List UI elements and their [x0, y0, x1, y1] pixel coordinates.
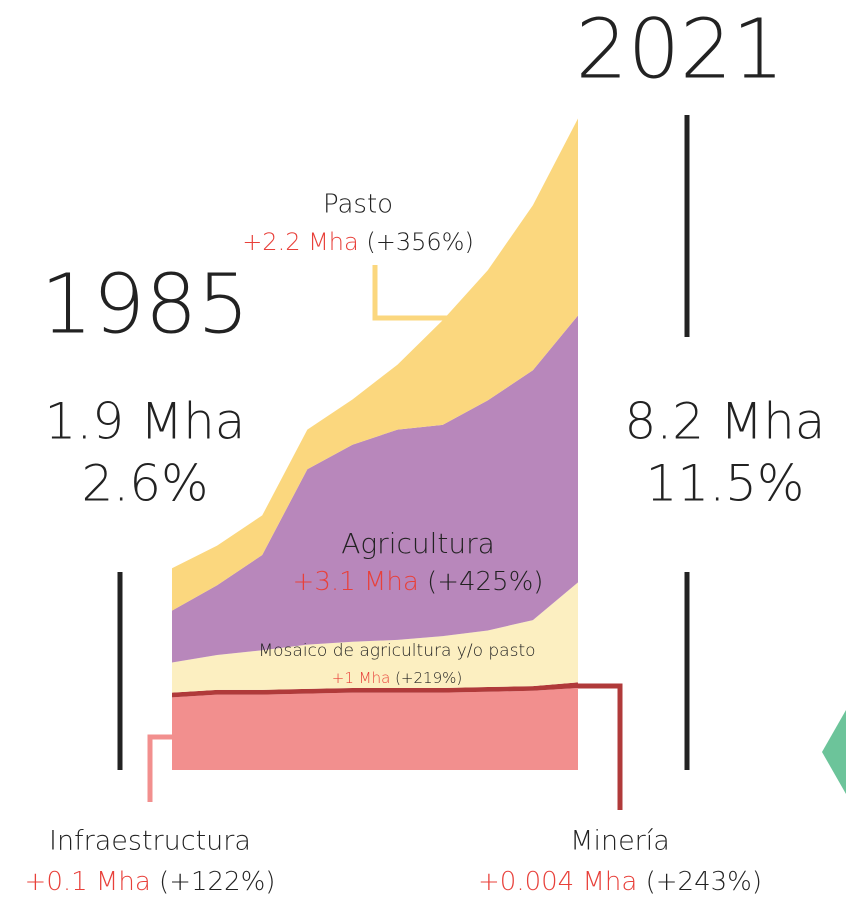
leader-line [578, 683, 623, 810]
change-value: +0.1 Mha [25, 867, 151, 897]
change-value: +2.2 Mha [242, 228, 359, 256]
series-label: Mosaico de agricultura y/o pasto [258, 641, 535, 661]
start-area: 1.9 Mha [45, 393, 246, 451]
change-label: +2.2 Mha (+356%) [242, 228, 474, 256]
end-year: 2021 [576, 3, 785, 98]
change-space [419, 567, 427, 597]
change-label: +0.004 Mha (+243%) [478, 867, 762, 897]
change-label: +1 Mha (+219%) [332, 669, 462, 687]
change-value: +1 Mha [332, 669, 391, 687]
change-pct: (+122%) [159, 867, 275, 897]
start-year: 1985 [41, 258, 250, 353]
leader-line [147, 734, 174, 802]
leader-line [372, 265, 452, 321]
change-label: +0.1 Mha (+122%) [25, 867, 276, 897]
series-label: Minería [570, 826, 670, 857]
change-space [637, 867, 645, 897]
area [172, 687, 578, 770]
change-space [359, 228, 367, 256]
end-share: 11.5% [646, 455, 805, 513]
areas [172, 118, 578, 770]
change-value: +0.004 Mha [478, 867, 637, 897]
area [172, 582, 578, 693]
change-label: +3.1 Mha (+425%) [293, 567, 544, 597]
change-pct: (+425%) [427, 567, 543, 597]
area [172, 682, 578, 698]
series-label: Agricultura [341, 527, 495, 560]
change-space [151, 867, 159, 897]
area [172, 315, 578, 663]
area [172, 118, 578, 611]
change-pct: (+219%) [395, 669, 462, 687]
decoration [822, 710, 846, 794]
series-label: Pasto [323, 190, 393, 220]
end-area: 8.2 Mha [625, 393, 826, 451]
change-pct: (+356%) [366, 228, 473, 256]
start-share: 2.6% [81, 455, 208, 513]
change-value: +3.1 Mha [293, 567, 419, 597]
change-pct: (+243%) [646, 867, 762, 897]
series-label: Infraestructura [49, 826, 251, 857]
